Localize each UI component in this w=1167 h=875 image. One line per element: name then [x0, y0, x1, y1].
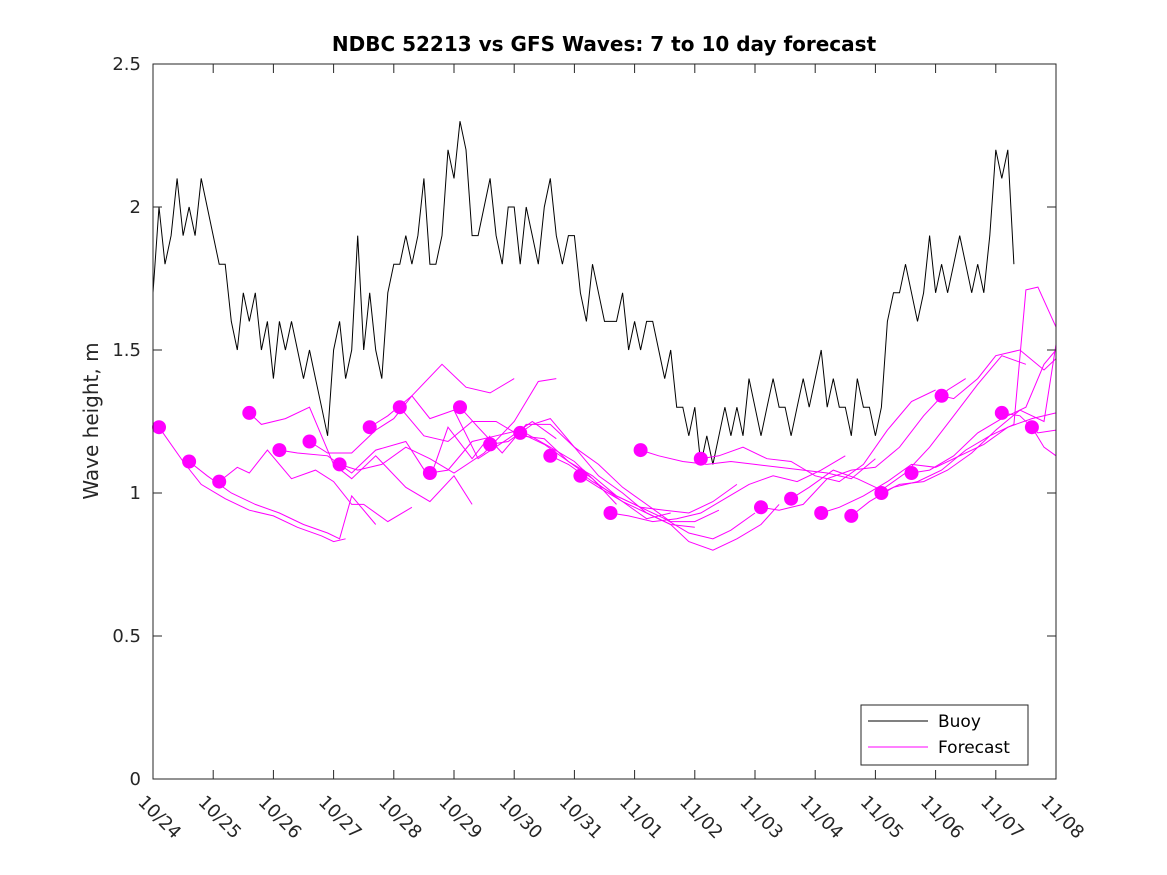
forecast-line [339, 378, 557, 474]
forecast-line [580, 475, 780, 551]
forecast-start-marker [483, 437, 498, 452]
legend-box [860, 704, 1029, 766]
forecast-start-marker [814, 506, 829, 520]
y-axis-label: Wave height, m [79, 342, 103, 499]
forecast-start-marker [212, 474, 227, 489]
forecast-start-marker [302, 434, 317, 449]
forecast-start-marker [693, 451, 708, 466]
forecast-start-marker [392, 400, 407, 415]
forecast-line [640, 449, 876, 480]
buoy-line [152, 121, 1015, 465]
forecast-start-marker [513, 425, 528, 440]
forecast-line [700, 389, 936, 483]
forecast-start-marker [453, 400, 467, 415]
axes-box [152, 63, 1057, 780]
forecast-line [941, 349, 1057, 400]
y-tick-label: 0.5 [112, 626, 141, 647]
legend-label-buoy: Buoy [938, 712, 981, 732]
forecast-start-marker [1024, 420, 1039, 435]
forecast-line [1031, 426, 1057, 457]
forecast-line [610, 455, 846, 523]
forecast-start-marker [934, 388, 949, 403]
forecast-start-marker [422, 466, 437, 480]
forecast-start-marker [272, 443, 287, 458]
y-tick-label: 1.5 [112, 340, 141, 361]
forecast-start-marker [904, 466, 919, 480]
forecast-line [821, 412, 1057, 514]
forecast-line [279, 426, 491, 480]
forecast-start-marker [633, 443, 648, 458]
forecast-line [881, 344, 1057, 494]
chart-title: NDBC 52213 vs GFS Waves: 7 to 10 day for… [332, 32, 877, 56]
y-tick-label: 2 [130, 197, 141, 218]
forecast-start-marker [784, 491, 799, 506]
plot-area [153, 64, 1056, 779]
forecast-start-marker [242, 405, 257, 420]
legend-label-forecast: Forecast [938, 738, 1010, 758]
legend: Buoy Forecast [860, 704, 1029, 766]
y-tick-label: 0 [130, 769, 141, 790]
forecast-line [760, 378, 966, 511]
y-tick-label: 1 [130, 483, 141, 504]
y-tick-label: 2.5 [112, 54, 141, 75]
forecast-start-marker [152, 420, 166, 435]
forecast-start-marker [362, 420, 377, 435]
forecast-line [218, 449, 413, 523]
forecast-line [158, 426, 346, 543]
forecast-start-marker [603, 506, 618, 520]
forecast-line [248, 406, 473, 505]
forecast-start-marker [754, 500, 768, 515]
forecast-start-marker [332, 457, 347, 472]
forecast-start-marker [844, 508, 859, 523]
series-layer [152, 121, 1057, 551]
forecast-start-marker [994, 405, 1009, 420]
forecast-start-marker [543, 448, 558, 463]
forecast-start-marker [874, 486, 889, 500]
forecast-start-marker [182, 454, 197, 469]
forecast-start-marker [573, 468, 588, 483]
forecast-line [429, 429, 671, 520]
forecast-line [911, 349, 1057, 474]
